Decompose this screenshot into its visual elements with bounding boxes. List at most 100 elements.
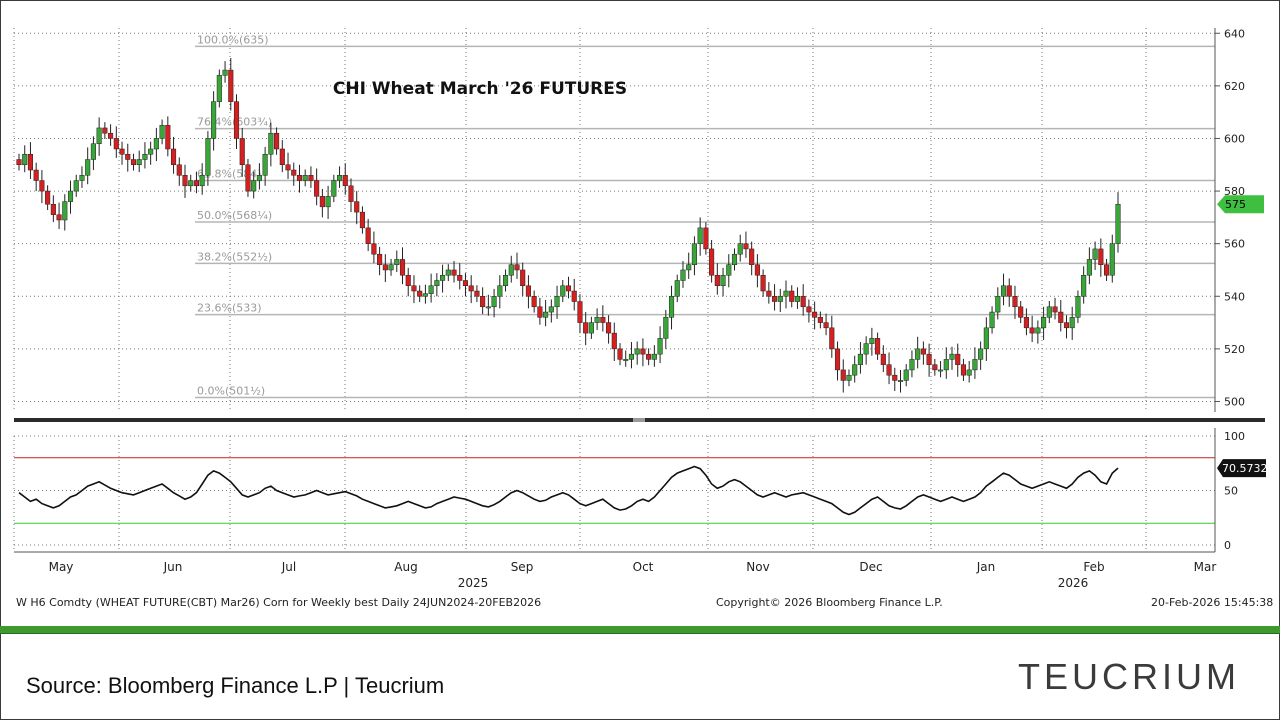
price-axis: 500 520 540 560 580 600 620 640 575 xyxy=(1214,27,1264,412)
candle-body xyxy=(777,296,783,302)
candle-body xyxy=(27,153,33,171)
candle-body xyxy=(943,359,949,371)
candle-body xyxy=(892,374,898,381)
candle-body xyxy=(434,280,440,287)
fib-label: 0.0%(501½) xyxy=(197,385,265,398)
candle-body xyxy=(205,138,211,176)
candle-body xyxy=(296,175,303,181)
candle-body xyxy=(108,132,114,139)
candle-body xyxy=(686,264,692,271)
candle-body xyxy=(96,127,102,144)
candle-body xyxy=(863,343,869,355)
candle-body xyxy=(938,369,944,372)
month-label: May xyxy=(49,560,74,574)
candle-body xyxy=(955,353,961,365)
fib-label: 61.8%(584) xyxy=(197,168,262,181)
candle-body xyxy=(1063,322,1070,329)
month-label: Jul xyxy=(281,560,296,574)
rsi-last-label: 70.5732 xyxy=(1222,462,1268,475)
candle-body xyxy=(577,301,583,323)
candles xyxy=(16,57,1121,393)
candle-body xyxy=(16,159,22,166)
candle-body xyxy=(726,264,732,276)
price-tick-label: 600 xyxy=(1224,132,1245,145)
candle-body xyxy=(1069,317,1075,329)
candle-body xyxy=(102,127,108,134)
candle-body xyxy=(886,364,892,376)
candle-body xyxy=(909,359,915,371)
price-tick-label: 580 xyxy=(1224,185,1245,198)
candle-body xyxy=(1115,203,1121,244)
candle-body xyxy=(640,348,646,355)
candle-body xyxy=(457,274,463,281)
month-label: Jan xyxy=(976,560,996,574)
candle-body xyxy=(817,317,823,323)
candle-body xyxy=(193,180,199,187)
candle-body xyxy=(823,322,829,329)
fib-label: 38.2%(552½) xyxy=(197,250,272,263)
price-tick-label: 620 xyxy=(1224,80,1245,93)
candle-body xyxy=(73,180,79,192)
fib-label: 23.6%(533) xyxy=(197,302,262,315)
candle-body xyxy=(308,175,314,181)
candle-body xyxy=(520,269,526,287)
candle-body xyxy=(783,290,789,297)
candle-body xyxy=(646,353,652,360)
candle-body xyxy=(359,211,365,229)
candle-body xyxy=(897,380,904,382)
candle-body xyxy=(525,285,531,297)
candle-body xyxy=(743,243,749,250)
candle-body xyxy=(1035,327,1041,334)
candle-body xyxy=(583,322,589,334)
candle-body xyxy=(697,227,703,244)
rsi-last-marker xyxy=(1217,459,1266,478)
candle-body xyxy=(806,306,812,313)
candle-body xyxy=(1041,317,1047,329)
candle-body xyxy=(611,332,617,350)
candle-body xyxy=(995,296,1001,313)
fib-label: 100.0%(635) xyxy=(197,33,269,46)
candle-body xyxy=(211,101,217,139)
candle-body xyxy=(148,148,154,155)
candle-body xyxy=(422,293,428,297)
rsi-tick-label: 50 xyxy=(1224,485,1238,498)
candle-body xyxy=(39,180,45,192)
candle-body xyxy=(623,359,629,361)
candle-body xyxy=(331,180,337,197)
candle-body xyxy=(749,248,755,265)
candle-body xyxy=(497,285,503,297)
candle-body xyxy=(903,369,909,381)
candle-body xyxy=(274,132,280,150)
candle-body xyxy=(1081,274,1087,297)
candle-body xyxy=(268,132,274,155)
candle-body xyxy=(915,348,921,360)
candle-body xyxy=(462,280,469,287)
candle-body xyxy=(663,317,669,339)
month-label: Jun xyxy=(163,560,183,574)
candle-body xyxy=(1023,317,1029,329)
candle-body xyxy=(1006,285,1012,297)
last-price-marker xyxy=(1217,195,1264,214)
grid xyxy=(13,28,1215,552)
candle-body xyxy=(22,153,28,166)
candle-body xyxy=(537,306,543,318)
candle-body xyxy=(703,227,709,250)
candle-body xyxy=(920,348,926,355)
candle-body xyxy=(371,243,377,255)
candle-body xyxy=(182,175,188,187)
candle-body xyxy=(262,153,268,176)
chart-title: CHI Wheat March '26 FUTURES xyxy=(333,79,627,99)
candle-body xyxy=(222,69,228,76)
candle-body xyxy=(279,148,285,166)
candle-body xyxy=(485,306,491,309)
candle-body xyxy=(50,203,56,215)
candle-body xyxy=(1000,285,1007,297)
brand-divider xyxy=(0,626,1280,633)
candle-body xyxy=(926,353,932,365)
candle-body xyxy=(480,296,486,308)
candle-body xyxy=(388,264,394,271)
candle-body xyxy=(565,285,572,292)
candle-body xyxy=(514,264,520,271)
price-tick-label: 500 xyxy=(1224,395,1245,408)
rsi-line xyxy=(18,465,1119,516)
